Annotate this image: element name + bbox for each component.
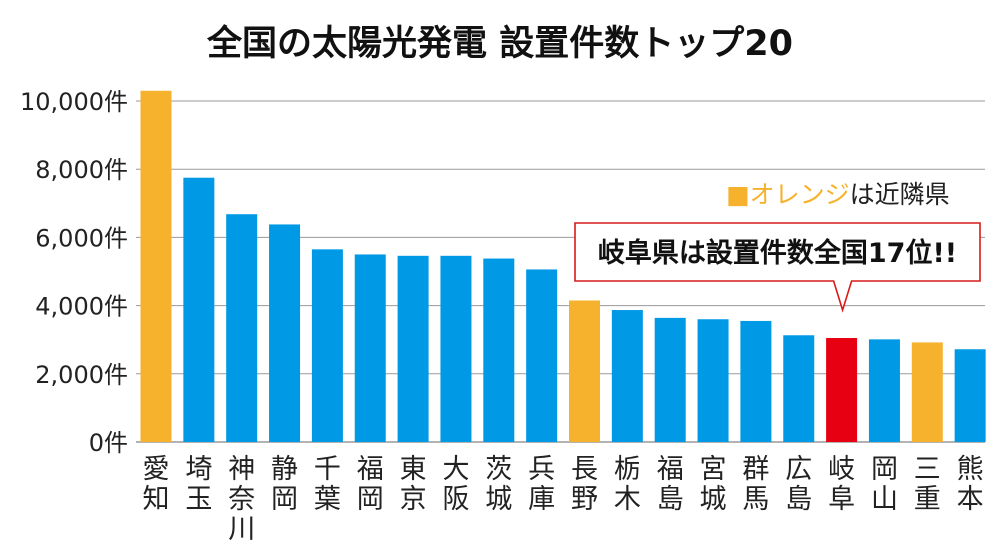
x-category-label-char: 福 [357, 454, 384, 485]
x-category-label-char: 長 [571, 454, 598, 485]
y-axis-tick-labels: 0件 2,000件 4,000件 6,000件 8,000件 10,000件 [20, 88, 128, 457]
y-tick-label: 10,000件 [20, 88, 128, 116]
x-category-label-char: 玉 [185, 484, 212, 515]
legend: ■オレンジは近隣県 [726, 180, 950, 209]
x-category-label-char: 大 [442, 454, 469, 485]
y-tick-label: 8,000件 [35, 156, 128, 184]
bar-宮城 [697, 319, 729, 442]
bar-福岡 [354, 254, 386, 442]
bar-広島 [783, 335, 815, 442]
x-category-label-char: 城 [700, 484, 727, 515]
bar-兵庫 [526, 269, 558, 442]
x-category-label-char: 愛 [143, 454, 170, 485]
bar-千葉 [311, 249, 343, 442]
callout-text: 岐阜県は設置件数全国17位!! [598, 237, 957, 269]
x-category-label-char: 阪 [442, 484, 469, 515]
bar-三重 [911, 342, 943, 442]
x-category-label-char: 埼 [185, 454, 212, 485]
x-category-label-char: 重 [914, 484, 941, 515]
bar-愛知 [140, 90, 172, 443]
x-category-label-char: 栃 [614, 454, 641, 485]
bar-栃木 [611, 310, 643, 442]
legend-colored-text: オレンジ [750, 180, 850, 209]
x-category-label-char: 島 [785, 484, 812, 515]
y-tick-label: 4,000件 [35, 293, 128, 321]
x-category-label-char: 川 [228, 514, 255, 545]
bars [140, 90, 986, 443]
x-category-label-char: 岡 [357, 484, 384, 515]
x-category-label-char: 兵 [528, 454, 555, 485]
callout-box [574, 222, 981, 313]
legend-text: ■オレンジは近隣県 [726, 180, 950, 209]
x-axis-category-labels: 愛知埼玉神奈川静岡千葉福岡東京大阪茨城兵庫長野栃木福島宮城群馬広島岐阜岡山三重熊… [143, 454, 984, 545]
x-category-label-char: 三 [914, 454, 941, 485]
x-category-label-char: 静 [271, 454, 298, 485]
x-category-label-char: 庫 [528, 484, 555, 515]
bar-群馬 [740, 320, 772, 442]
y-tick-label: 2,000件 [35, 361, 128, 389]
x-category-label-char: 宮 [700, 454, 727, 485]
x-category-label-char: 本 [957, 484, 984, 515]
x-category-label-char: 山 [871, 484, 898, 515]
chart-title: 全国の太陽光発電 設置件数トップ20 [206, 23, 793, 64]
bar-大阪 [440, 255, 472, 442]
x-category-label-char: 岡 [271, 484, 298, 515]
x-category-label-char: 奈 [228, 484, 255, 515]
x-category-label-char: 千 [314, 454, 341, 485]
legend-marker: ■ [726, 180, 750, 209]
bar-岡山 [868, 339, 900, 442]
x-category-label-char: 知 [143, 484, 170, 515]
x-category-label-char: 阜 [828, 484, 855, 515]
bar-岐阜 [826, 337, 858, 442]
x-category-label-char: 神 [228, 454, 255, 485]
x-category-label-char: 城 [485, 484, 512, 515]
callout: 岐阜県は設置件数全国17位!! [574, 222, 981, 313]
legend-rest-text: は近隣県 [850, 180, 950, 209]
x-category-label-char: 岐 [828, 454, 855, 485]
x-category-label-char: 島 [657, 484, 684, 515]
x-category-label-char: 岡 [871, 454, 898, 485]
x-category-label-char: 群 [742, 454, 769, 485]
bar-福島 [654, 317, 686, 442]
x-category-label-char: 葉 [314, 484, 341, 515]
bar-茨城 [483, 258, 515, 442]
bar-東京 [397, 255, 429, 442]
x-category-label-char: 馬 [742, 484, 769, 515]
x-category-label-char: 木 [614, 484, 641, 515]
x-category-label-char: 熊 [957, 454, 984, 485]
y-tick-label: 6,000件 [35, 224, 128, 252]
bar-埼玉 [183, 177, 215, 442]
x-category-label-char: 福 [657, 454, 684, 485]
x-category-label-char: 茨 [485, 454, 512, 485]
bar-神奈川 [226, 214, 258, 442]
x-category-label-char: 京 [400, 484, 427, 515]
y-tick-label: 0件 [89, 429, 128, 457]
bar-長野 [569, 300, 600, 442]
bar-静岡 [269, 224, 301, 442]
x-category-label-char: 広 [785, 454, 812, 485]
x-category-label-char: 東 [400, 454, 427, 485]
bar-熊本 [954, 349, 986, 442]
x-category-label-char: 野 [571, 484, 598, 515]
